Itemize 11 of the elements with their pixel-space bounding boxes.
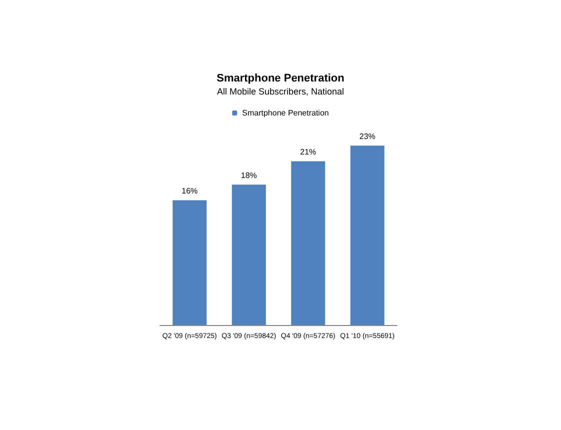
- chart-title: Smartphone Penetration: [216, 72, 345, 84]
- data-label: 16%: [182, 186, 198, 196]
- data-label: 23%: [359, 132, 376, 142]
- bar: [172, 200, 207, 325]
- bar: [232, 184, 266, 325]
- data-label: 18%: [240, 171, 257, 180]
- chart-subtitle: All Mobile Subscribers, National: [216, 86, 344, 96]
- bar: [291, 161, 326, 325]
- data-label: 21%: [300, 148, 316, 157]
- bar: [350, 146, 384, 325]
- legend-label: Smartphone Penetration: [242, 108, 329, 118]
